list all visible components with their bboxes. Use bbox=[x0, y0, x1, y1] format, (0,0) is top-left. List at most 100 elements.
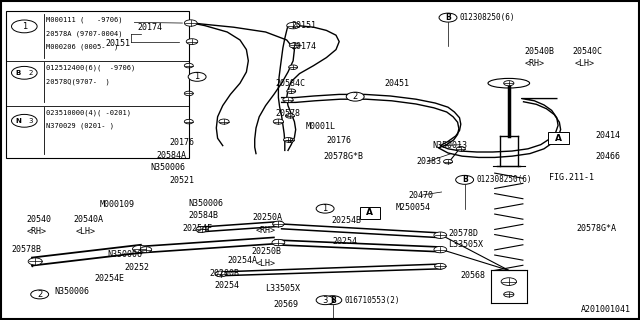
FancyBboxPatch shape bbox=[6, 11, 189, 158]
Circle shape bbox=[287, 89, 296, 93]
Text: 20578D: 20578D bbox=[448, 229, 478, 238]
Text: 20383: 20383 bbox=[416, 157, 441, 166]
Text: <LH>: <LH> bbox=[76, 228, 95, 236]
Text: 20568: 20568 bbox=[461, 271, 486, 280]
Circle shape bbox=[285, 138, 294, 142]
Circle shape bbox=[12, 20, 37, 33]
Circle shape bbox=[219, 119, 229, 124]
Text: N350006: N350006 bbox=[54, 287, 90, 296]
Text: 1: 1 bbox=[323, 204, 328, 213]
Circle shape bbox=[12, 66, 37, 79]
Circle shape bbox=[184, 20, 197, 26]
Text: 20578G*B: 20578G*B bbox=[323, 152, 364, 161]
Text: 012308250(6): 012308250(6) bbox=[460, 13, 515, 22]
Text: 20151: 20151 bbox=[291, 21, 316, 30]
Circle shape bbox=[504, 292, 514, 297]
Circle shape bbox=[196, 227, 207, 232]
Circle shape bbox=[31, 290, 49, 299]
Text: B: B bbox=[15, 70, 20, 76]
Text: <RH>: <RH> bbox=[525, 60, 545, 68]
Text: A201001041: A201001041 bbox=[580, 305, 630, 314]
Text: 20176: 20176 bbox=[326, 136, 351, 145]
Text: 012308250(6): 012308250(6) bbox=[476, 175, 532, 184]
Circle shape bbox=[316, 204, 334, 213]
Text: M000111 (   -9706): M000111 ( -9706) bbox=[46, 17, 123, 23]
Text: 20451: 20451 bbox=[384, 79, 409, 88]
Circle shape bbox=[435, 263, 446, 269]
Text: 20584A: 20584A bbox=[157, 151, 187, 160]
Circle shape bbox=[273, 221, 284, 227]
Circle shape bbox=[456, 175, 474, 184]
Text: 3: 3 bbox=[28, 118, 33, 124]
Text: 1: 1 bbox=[22, 22, 27, 31]
Circle shape bbox=[285, 114, 294, 118]
Text: N370029 (0201- ): N370029 (0201- ) bbox=[46, 123, 123, 129]
Text: 20540: 20540 bbox=[27, 215, 52, 224]
Text: 20578B: 20578B bbox=[12, 245, 42, 254]
Text: 20470: 20470 bbox=[408, 191, 433, 200]
Text: 20151: 20151 bbox=[106, 39, 131, 48]
Circle shape bbox=[184, 63, 193, 68]
Text: M000109: M000109 bbox=[99, 200, 134, 209]
FancyBboxPatch shape bbox=[360, 207, 380, 219]
Text: <RH>: <RH> bbox=[256, 226, 276, 235]
Circle shape bbox=[456, 147, 465, 151]
Text: M000206 (0005-  ): M000206 (0005- ) bbox=[46, 44, 118, 50]
Text: 20584C: 20584C bbox=[275, 79, 305, 88]
Text: 20254: 20254 bbox=[333, 237, 358, 246]
Text: N350006: N350006 bbox=[150, 164, 186, 172]
Text: N350006: N350006 bbox=[108, 250, 143, 259]
Text: 012512400(6)(  -9706): 012512400(6)( -9706) bbox=[46, 65, 135, 71]
Text: N: N bbox=[15, 118, 21, 124]
Text: 20540A: 20540A bbox=[74, 215, 104, 224]
Text: A: A bbox=[556, 134, 562, 143]
Circle shape bbox=[284, 138, 292, 142]
Text: 20254: 20254 bbox=[214, 281, 239, 290]
Circle shape bbox=[272, 239, 285, 246]
Text: 20254B: 20254B bbox=[332, 216, 362, 225]
Circle shape bbox=[12, 114, 37, 127]
Circle shape bbox=[215, 271, 227, 277]
Circle shape bbox=[324, 296, 342, 305]
Text: 20200B: 20200B bbox=[210, 269, 240, 278]
Text: 20578Q(9707-  ): 20578Q(9707- ) bbox=[46, 78, 110, 84]
Circle shape bbox=[289, 43, 300, 48]
Text: 20578A (9707-0004): 20578A (9707-0004) bbox=[46, 30, 123, 36]
Circle shape bbox=[439, 13, 457, 22]
Text: M250054: M250054 bbox=[396, 204, 431, 212]
Text: 2: 2 bbox=[37, 290, 42, 299]
Text: 20174: 20174 bbox=[291, 42, 316, 51]
Text: 20466: 20466 bbox=[595, 152, 620, 161]
Circle shape bbox=[186, 39, 198, 44]
Text: L33505X: L33505X bbox=[448, 240, 483, 249]
Text: N350013: N350013 bbox=[432, 141, 467, 150]
Text: 20250B: 20250B bbox=[252, 247, 282, 256]
Circle shape bbox=[434, 232, 447, 238]
Text: 20414: 20414 bbox=[595, 132, 620, 140]
Text: 20540C: 20540C bbox=[573, 47, 603, 56]
Circle shape bbox=[28, 258, 42, 265]
Circle shape bbox=[132, 245, 147, 252]
Circle shape bbox=[184, 119, 193, 124]
Text: 20250A: 20250A bbox=[253, 213, 283, 222]
Text: <LH>: <LH> bbox=[575, 60, 595, 68]
Circle shape bbox=[316, 296, 334, 305]
Text: <LH>: <LH> bbox=[256, 259, 276, 268]
Circle shape bbox=[188, 72, 206, 81]
Text: 20176: 20176 bbox=[170, 138, 195, 147]
Circle shape bbox=[434, 246, 447, 253]
Circle shape bbox=[444, 159, 452, 164]
Text: FIG.211-1: FIG.211-1 bbox=[549, 173, 594, 182]
Text: A: A bbox=[367, 208, 373, 217]
Circle shape bbox=[287, 22, 300, 29]
Text: 2: 2 bbox=[353, 92, 358, 101]
Circle shape bbox=[289, 65, 298, 69]
Text: 3: 3 bbox=[323, 296, 328, 305]
Text: 20578: 20578 bbox=[275, 109, 300, 118]
Circle shape bbox=[283, 97, 293, 102]
Text: 016710553(2): 016710553(2) bbox=[344, 296, 400, 305]
Ellipse shape bbox=[488, 78, 530, 88]
Circle shape bbox=[184, 91, 193, 96]
Text: 20254A: 20254A bbox=[227, 256, 257, 265]
Text: 20252: 20252 bbox=[125, 263, 150, 272]
